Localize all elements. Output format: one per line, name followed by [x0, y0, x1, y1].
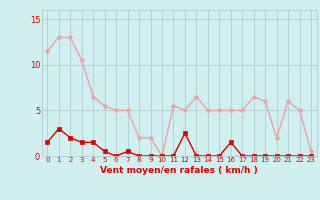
X-axis label: Vent moyen/en rafales ( km/h ): Vent moyen/en rafales ( km/h ) [100, 166, 258, 175]
